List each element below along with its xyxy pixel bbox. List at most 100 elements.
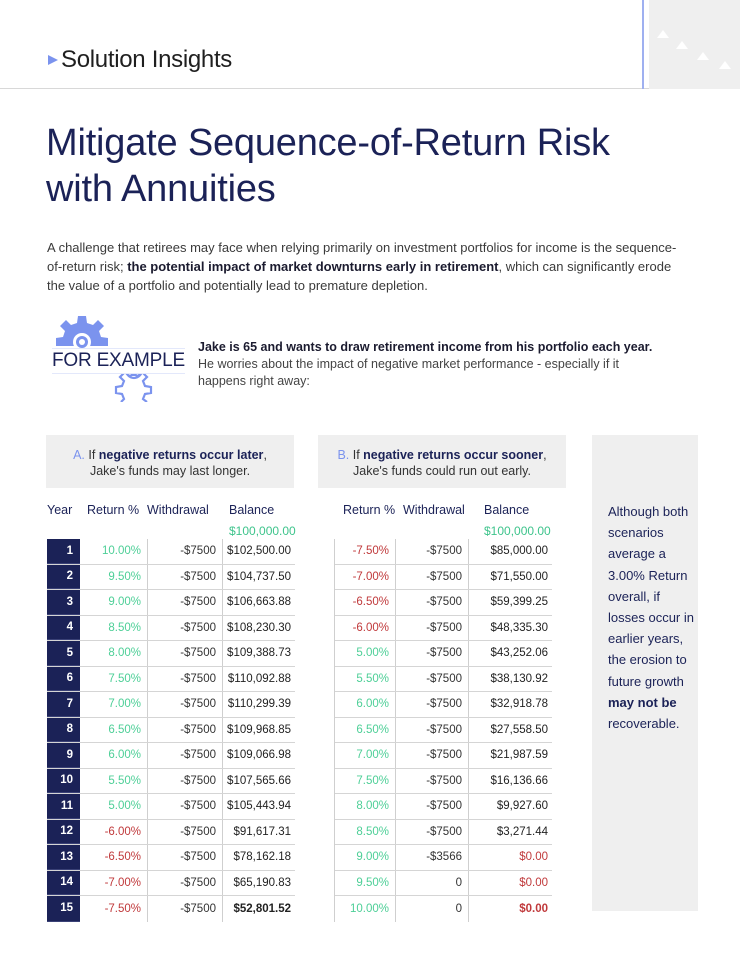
withdrawal-cell: -$7500 xyxy=(396,768,469,793)
balance-cell: $91,617.31 xyxy=(233,825,291,838)
start-balance-b: $100,000.00 xyxy=(484,524,551,538)
return-cell: 7.00% xyxy=(80,692,148,717)
example-body: He worries about the impact of negative … xyxy=(198,357,620,388)
return-cell: -6.50% xyxy=(335,590,396,615)
triangle-icon xyxy=(676,41,688,49)
col-header-balance-a: Balance xyxy=(229,503,275,517)
return-cell: -7.50% xyxy=(335,539,396,564)
withdrawal-cell: -$7500 xyxy=(396,692,469,717)
page-header: Solution Insights xyxy=(0,0,740,89)
takeaway-text: Although both scenarios average a 3.00% … xyxy=(608,501,696,734)
withdrawal-cell: -$7500 xyxy=(148,794,223,819)
balance-cell: $0.00 xyxy=(519,851,548,864)
year-cell: 10 xyxy=(47,768,80,793)
scenario-b-header: B. If negative returns occur sooner, Jak… xyxy=(318,435,566,488)
withdrawal-cell: -$7500 xyxy=(148,768,223,793)
balance-cell: $59,399.25 xyxy=(490,596,548,609)
table-row: 15 -7.50% -$7500 $52,801.52 xyxy=(47,896,295,922)
withdrawal-cell: -$7500 xyxy=(148,539,223,564)
table-row: -7.00% -$7500 $71,550.00 xyxy=(335,564,552,590)
scenario-a-emphasis: negative returns occur later xyxy=(98,448,264,462)
table-row: 2 9.50% -$7500 $104,737.50 xyxy=(47,564,295,590)
withdrawal-cell: -$7500 xyxy=(396,794,469,819)
withdrawal-cell: -$7500 xyxy=(396,666,469,691)
balance-cell: $65,190.83 xyxy=(233,876,291,889)
table-row: 11 5.00% -$7500 $105,443.94 xyxy=(47,794,295,820)
balance-cell: $106,663.88 xyxy=(227,596,291,609)
table-row: 14 -7.00% -$7500 $65,190.83 xyxy=(47,870,295,896)
year-cell: 6 xyxy=(47,666,80,691)
year-cell: 8 xyxy=(47,717,80,742)
scenario-a-header: A. If negative returns occur later, Jake… xyxy=(46,435,294,488)
table-row: 9.00% -$3566 $0.00 xyxy=(335,845,552,871)
withdrawal-cell: -$7500 xyxy=(148,819,223,844)
year-cell: 7 xyxy=(47,692,80,717)
withdrawal-cell: -$7500 xyxy=(148,590,223,615)
withdrawal-cell: -$7500 xyxy=(148,845,223,870)
table-row: 5.00% -$7500 $43,252.06 xyxy=(335,641,552,667)
return-cell: 6.00% xyxy=(335,692,396,717)
balance-cell: $109,388.73 xyxy=(227,647,291,660)
return-cell: 6.00% xyxy=(80,743,148,768)
balance-cell: $108,230.30 xyxy=(227,621,291,634)
return-cell: 6.50% xyxy=(80,717,148,742)
return-cell: 5.00% xyxy=(335,641,396,666)
table-row: 6.50% -$7500 $27,558.50 xyxy=(335,717,552,743)
withdrawal-cell: -$7500 xyxy=(396,564,469,589)
takeaway-body: Although both scenarios average a 3.00% … xyxy=(608,504,694,689)
table-row: 4 8.50% -$7500 $108,230.30 xyxy=(47,615,295,641)
table-row: 7 7.00% -$7500 $110,299.39 xyxy=(47,692,295,718)
scenario-b-subtitle: Jake's funds could run out early. xyxy=(353,464,531,478)
balance-cell: $9,927.60 xyxy=(496,800,548,813)
table-row: 1 10.00% -$7500 $102,500.00 xyxy=(47,539,295,565)
intro-text-end: , which can significantly erode the valu… xyxy=(47,259,672,293)
year-cell: 4 xyxy=(47,615,80,640)
balance-cell: $107,565.66 xyxy=(227,774,291,787)
table-row: 6 7.50% -$7500 $110,092.88 xyxy=(47,666,295,692)
year-cell: 9 xyxy=(47,743,80,768)
scenario-b-prefix: If xyxy=(349,448,364,462)
return-cell: 5.50% xyxy=(335,666,396,691)
return-cell: -7.00% xyxy=(335,564,396,589)
intro-paragraph: A challenge that retirees may face when … xyxy=(47,238,687,295)
withdrawal-cell: -$7500 xyxy=(148,896,223,922)
return-cell: 8.00% xyxy=(80,641,148,666)
balance-cell: $43,252.06 xyxy=(490,647,548,660)
return-cell: 9.00% xyxy=(335,845,396,870)
table-row: 7.00% -$7500 $21,987.59 xyxy=(335,743,552,769)
balance-cell: $104,737.50 xyxy=(227,570,291,583)
col-header-year: Year xyxy=(47,503,73,517)
balance-cell: $109,968.85 xyxy=(227,723,291,736)
return-cell: 8.00% xyxy=(335,794,396,819)
table-row: 5 8.00% -$7500 $109,388.73 xyxy=(47,641,295,667)
brand: Solution Insights xyxy=(48,46,232,74)
scenario-a-table: 1 10.00% -$7500 $102,500.00 2 9.50% -$7500 $104… xyxy=(47,539,295,922)
table-row: -6.00% -$7500 $48,335.30 xyxy=(335,615,552,641)
return-cell: -7.00% xyxy=(80,870,148,895)
for-example-label: FOR EXAMPLE xyxy=(52,348,185,374)
scenario-b-suffix: , xyxy=(543,448,547,462)
withdrawal-cell: -$7500 xyxy=(148,666,223,691)
balance-cell: $102,500.00 xyxy=(227,545,291,558)
withdrawal-cell: -$7500 xyxy=(148,870,223,895)
return-cell: 7.50% xyxy=(80,666,148,691)
withdrawal-cell: 0 xyxy=(396,896,469,922)
return-cell: 9.50% xyxy=(80,564,148,589)
scenario-b-letter: B. xyxy=(337,448,350,462)
scenario-a-subtitle: Jake's funds may last longer. xyxy=(89,464,251,478)
title-line-1: Mitigate Sequence-of-Return Risk xyxy=(46,122,610,164)
return-cell: 9.00% xyxy=(80,590,148,615)
year-cell: 1 xyxy=(47,539,80,564)
balance-cell: $16,136.66 xyxy=(490,774,548,787)
return-cell: -7.50% xyxy=(80,896,148,922)
scenario-a-suffix: , xyxy=(263,448,267,462)
title-line-2: with Annuities xyxy=(46,168,276,210)
page-title: Mitigate Sequence-of-Return Risk with An… xyxy=(46,120,610,212)
year-cell: 3 xyxy=(47,590,80,615)
balance-cell: $3,271.44 xyxy=(496,825,548,838)
scenario-a-letter: A. xyxy=(73,448,85,462)
table-row: 6.00% -$7500 $32,918.78 xyxy=(335,692,552,718)
year-cell: 15 xyxy=(47,896,80,922)
balance-cell: $38,130.92 xyxy=(490,672,548,685)
takeaway-end: recoverable. xyxy=(608,716,680,732)
